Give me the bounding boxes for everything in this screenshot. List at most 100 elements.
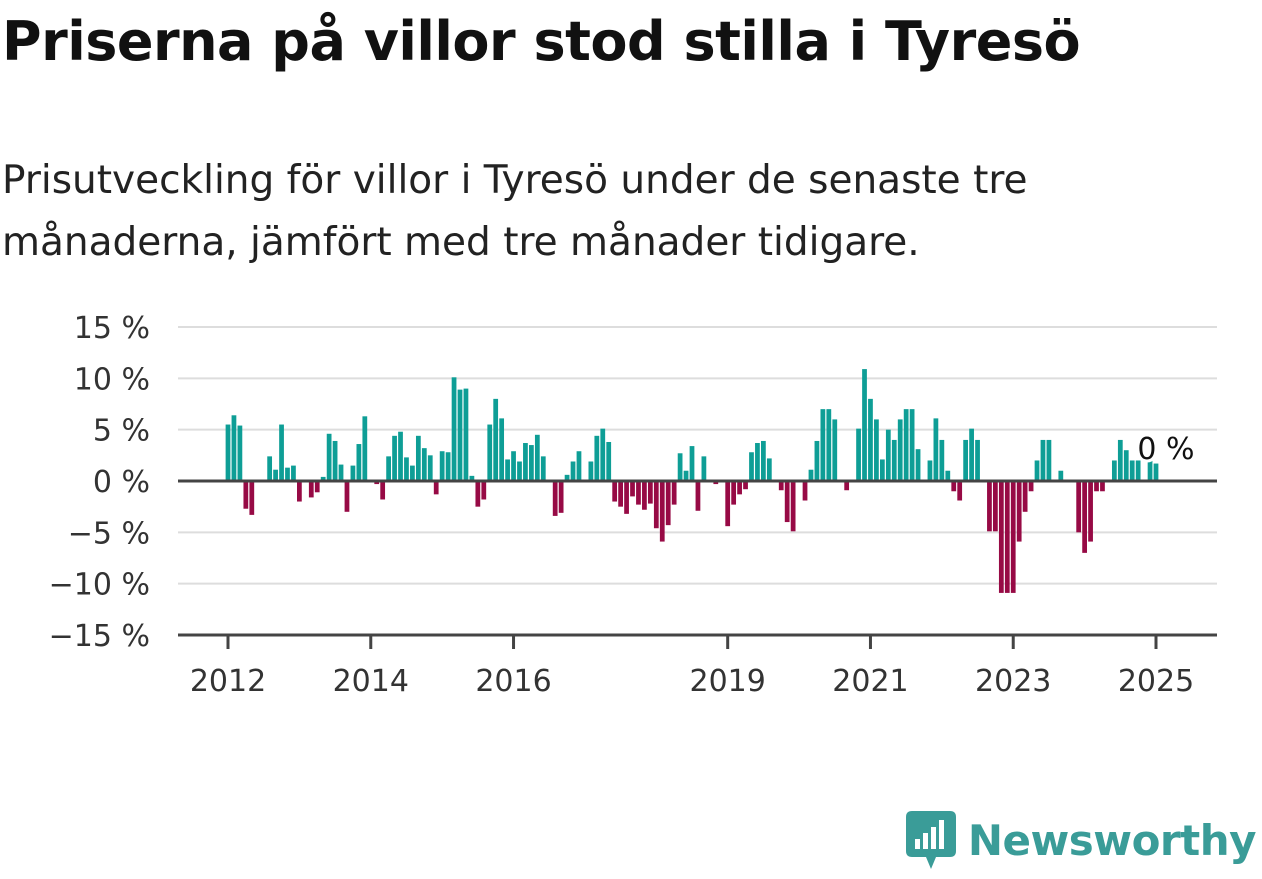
y-tick-label: 5 %: [93, 414, 150, 449]
bar: [844, 481, 850, 491]
bar: [1147, 460, 1153, 481]
bar: [939, 439, 945, 481]
bar: [445, 452, 451, 481]
bar-chart: 15 %10 %5 %0 %−5 %−10 %−15 % 2012 2014 201…: [49, 311, 1217, 699]
bar: [1123, 450, 1129, 481]
bar: [814, 440, 820, 481]
bar: [737, 481, 742, 495]
bar: [320, 476, 326, 481]
y-tick-label: −5 %: [68, 516, 150, 551]
bar: [624, 481, 629, 514]
bar: [790, 481, 796, 532]
x-tick-label: 2025: [1118, 664, 1194, 699]
bar: [975, 439, 980, 481]
bar: [612, 481, 618, 502]
bar: [826, 409, 832, 481]
bar: [505, 459, 510, 481]
bar: [332, 440, 338, 481]
bar: [749, 452, 754, 481]
bar: [338, 464, 344, 481]
bar: [314, 481, 320, 493]
bar: [891, 439, 897, 481]
bar: [606, 441, 612, 481]
bar: [945, 470, 951, 481]
bar: [874, 419, 879, 481]
bar: [469, 475, 475, 481]
bar: [683, 470, 689, 481]
bar: [963, 439, 969, 481]
bar: [856, 428, 861, 481]
bar: [457, 389, 463, 481]
bar: [862, 369, 867, 481]
bar: [927, 460, 933, 481]
bar: [689, 446, 695, 481]
bar: [802, 481, 808, 501]
bar: [493, 398, 499, 481]
bar: [808, 469, 814, 481]
bar: [386, 456, 391, 481]
bar: [659, 481, 665, 542]
bar: [415, 435, 421, 481]
bar: [1022, 481, 1028, 512]
bar: [1100, 481, 1105, 492]
bar: [511, 451, 516, 481]
bar: [285, 467, 290, 481]
bar: [231, 415, 237, 481]
grid-lines: [178, 326, 1217, 585]
bar: [356, 444, 362, 481]
bar: [630, 481, 635, 497]
bar: [410, 465, 415, 481]
bar: [570, 461, 576, 481]
newsworthy-logo: Newsworthy: [905, 811, 1257, 869]
bar: [499, 418, 505, 481]
bar: [273, 469, 278, 481]
bar: [1153, 463, 1159, 481]
last-value-annotation: 0 %: [1137, 432, 1194, 467]
bar: [903, 409, 909, 481]
bar: [421, 448, 427, 481]
bar: [433, 481, 439, 495]
bar: [374, 481, 380, 485]
bar: [951, 481, 957, 492]
bar: [725, 481, 731, 527]
bar: [576, 451, 582, 481]
bar: [291, 465, 296, 481]
bar: [540, 456, 546, 481]
bar: [695, 481, 701, 511]
bar: [897, 419, 903, 481]
bar: [279, 424, 284, 481]
bar: [832, 419, 838, 481]
bar: [647, 481, 653, 504]
bar: [439, 451, 445, 481]
y-tick-label: −10 %: [49, 568, 150, 603]
bar: [677, 453, 683, 481]
bar: [1040, 439, 1046, 481]
newsworthy-logo-icon: [905, 811, 956, 869]
bar: [642, 481, 647, 510]
bar: [308, 481, 314, 498]
bar: [1004, 481, 1010, 593]
bar: [784, 481, 790, 523]
annotations: 0 %: [1134, 429, 1197, 470]
bar: [297, 481, 302, 502]
bar: [326, 433, 332, 481]
bar: [743, 481, 748, 490]
bar: [362, 416, 368, 481]
bar: [517, 461, 522, 481]
bar: [868, 398, 873, 481]
bar: [713, 481, 719, 485]
bar: [481, 481, 487, 500]
x-tick-label: 2016: [475, 664, 551, 699]
bar: [380, 481, 386, 500]
bar: [885, 429, 891, 481]
bar: [820, 409, 826, 481]
bar: [1076, 481, 1082, 533]
bar: [1082, 481, 1087, 553]
bar: [969, 428, 974, 481]
y-tick-label: 10 %: [74, 362, 150, 397]
bar: [915, 449, 921, 481]
bar: [1088, 481, 1093, 542]
bar: [475, 481, 481, 507]
bar: [1117, 439, 1123, 481]
bar: [653, 481, 659, 529]
